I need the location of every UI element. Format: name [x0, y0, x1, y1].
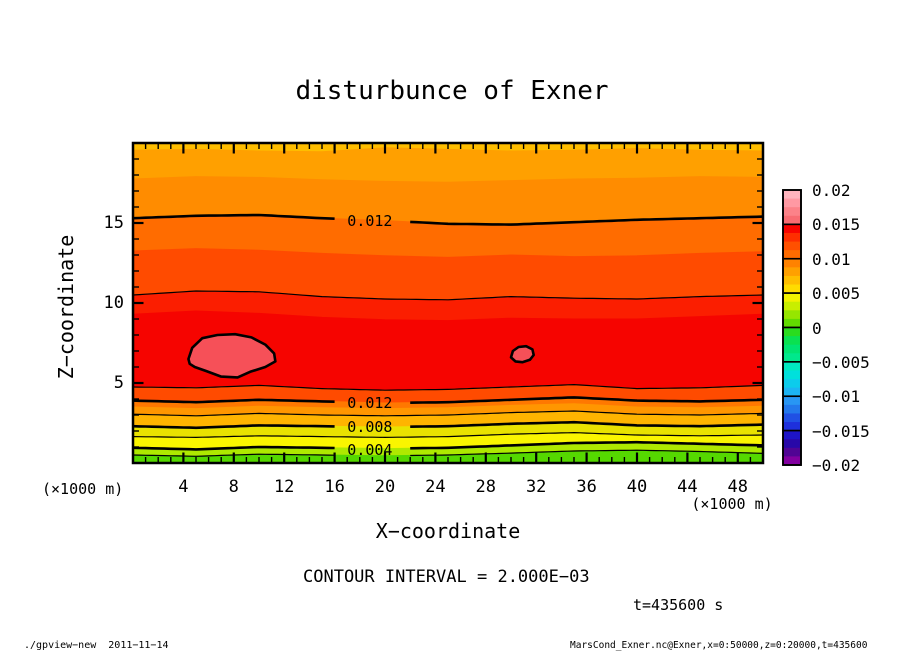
footer-command: ./gpview−new 2011−11−14	[24, 640, 169, 651]
colorbar-frame	[782, 189, 802, 466]
colorbar-label: −0.005	[812, 352, 870, 372]
colorbar-cell	[783, 396, 801, 406]
contour-line-0.008	[132, 424, 335, 430]
contour-line-0.004	[132, 445, 335, 451]
y-tick-label: 5	[113, 373, 124, 393]
colorbar-cell	[783, 318, 801, 329]
colorbar-label: −0.015	[812, 421, 870, 441]
x-tick-label: 40	[626, 477, 648, 497]
colorbar-cell	[783, 293, 801, 303]
x-tick-label: 4	[178, 477, 189, 497]
footer-source: MarsCond_Exner.nc@Exner,x=0:50000,z=0:20…	[570, 640, 868, 651]
x-tick-label: 32	[525, 477, 547, 497]
x-axis-title: X−coordinate	[375, 519, 521, 543]
y-tick-label: 10	[103, 293, 124, 313]
colorbar-cell	[783, 439, 801, 449]
x-tick-label: 36	[576, 477, 597, 497]
colorbar-label: −0.02	[812, 456, 861, 475]
colorbar-label: 0	[812, 318, 822, 338]
x-tick-label: 20	[374, 477, 396, 497]
contour-value-label: 0.012	[347, 211, 393, 230]
time-annotation: t=435600 s	[633, 596, 724, 614]
contour-interval-note: CONTOUR INTERVAL = 2.000E−03	[303, 567, 590, 587]
colorbar-cell	[783, 430, 801, 440]
colorbar-label: 0.01	[812, 249, 851, 269]
x-tick-label: 8	[228, 477, 239, 497]
colorbar-cell	[783, 215, 801, 225]
colorbar-cell	[783, 275, 801, 286]
contour-line-0.002	[410, 449, 764, 457]
colorbar-label: −0.01	[812, 387, 861, 407]
x-tick-label: 24	[425, 477, 446, 497]
colorbar-cell	[783, 447, 801, 458]
plot-title: disturbunce of Exner	[295, 76, 609, 106]
contour-line-0.012	[410, 215, 764, 226]
colorbar-label: 0.015	[812, 215, 861, 235]
colorbar-cell	[783, 387, 801, 397]
colorbar-cell	[783, 379, 801, 389]
contour-value-label: 0.008	[347, 417, 393, 436]
colorbar-cell	[783, 198, 801, 208]
colorbar-cell	[783, 353, 801, 363]
contour-line-0.004	[410, 440, 764, 450]
colorbar-cell	[783, 258, 801, 268]
x-tick-label: 12	[273, 477, 295, 497]
colorbar-cell	[783, 301, 801, 311]
colorbar-cell	[783, 207, 801, 217]
x-tick-label: 28	[475, 477, 497, 497]
contour-blob	[509, 344, 535, 364]
x-tick-label: 44	[677, 477, 698, 497]
colorbar-cell	[783, 336, 801, 346]
contour-line-0.012	[410, 396, 764, 404]
colorbar-cell	[783, 190, 801, 200]
colorbar-cell	[783, 413, 801, 423]
x-axis-unit: (×1000 m)	[691, 495, 773, 513]
contour-line-0.012	[132, 398, 335, 404]
colorbar-cell	[783, 241, 801, 251]
colorbar-cell	[783, 267, 801, 277]
colorbar-label: 0.02	[812, 181, 851, 200]
contour-line-0.012	[132, 213, 335, 220]
colorbar-cell	[783, 310, 801, 320]
contour-value-label: 0.012	[347, 393, 393, 412]
y-tick-label: 15	[103, 213, 124, 233]
contour-line-0.014	[132, 290, 764, 301]
x-tick-label: 16	[324, 477, 345, 497]
colorbar-cell	[783, 361, 801, 372]
contour-line-0.014	[132, 383, 764, 391]
contour-line-0.006	[132, 431, 764, 439]
colorbar-cell	[783, 250, 801, 260]
colorbar-cell	[783, 456, 801, 466]
contour-line-0.008	[410, 420, 764, 428]
contour-line-0.01	[132, 410, 764, 417]
colorbar-cell	[783, 224, 801, 234]
colorbar-cell	[783, 232, 801, 243]
plot-frame	[131, 141, 765, 465]
x-tick-label: 48	[727, 477, 749, 497]
colorbar-cell	[783, 370, 801, 380]
contour-blob	[187, 332, 277, 379]
colorbar-cell	[783, 344, 801, 354]
colorbar-cell	[783, 327, 801, 337]
colorbar-cell	[783, 284, 801, 294]
colorbar-cell	[783, 422, 801, 432]
contour-value-label: 0.004	[347, 441, 393, 460]
colorbar-label: 0.005	[812, 284, 861, 304]
y-axis-unit: (×1000 m)	[42, 480, 124, 498]
colorbar-cell	[783, 404, 801, 415]
